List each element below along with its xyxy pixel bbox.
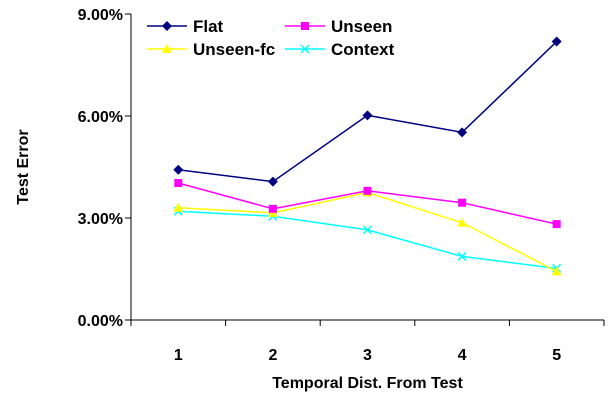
y-axis-title: Test Error — [15, 129, 32, 204]
x-axis-title: Temporal Dist. From Test — [272, 375, 463, 392]
legend-label: Flat — [193, 17, 224, 36]
x-tick-label: 4 — [458, 347, 467, 364]
legend-marker — [162, 44, 172, 53]
x-tick-label: 5 — [552, 347, 561, 364]
data-point — [552, 220, 561, 229]
legend-item-flat: Flat — [147, 17, 224, 36]
series-layer — [173, 36, 562, 276]
data-point — [173, 202, 184, 212]
data-point — [362, 225, 373, 235]
axes — [130, 14, 604, 321]
y-tick-label: 6.00% — [78, 109, 123, 126]
data-point — [267, 176, 278, 187]
data-point — [458, 198, 467, 207]
y-tick-label: 9.00% — [78, 7, 123, 24]
data-point — [362, 110, 373, 121]
x-tick-label: 3 — [363, 347, 372, 364]
legend-marker — [300, 44, 310, 54]
legend-marker — [301, 22, 309, 30]
legend-item-unseen: Unseen — [285, 17, 392, 36]
legend-item-context: Context — [285, 40, 395, 59]
series-line — [178, 191, 558, 273]
series-unseen — [174, 178, 561, 229]
legend-label: Unseen-fc — [193, 40, 275, 59]
legend-label: Unseen — [331, 17, 392, 36]
series-line — [178, 210, 557, 270]
legend-item-unseen-fc: Unseen-fc — [147, 40, 275, 59]
data-point — [457, 127, 468, 138]
x-tick-label: 1 — [174, 347, 183, 364]
series-context — [173, 206, 562, 273]
data-point — [457, 251, 467, 261]
data-point — [551, 266, 562, 276]
data-point — [363, 186, 372, 195]
series-flat — [173, 36, 562, 187]
y-ticks: 0.00% 3.00% 6.00% 9.00% — [78, 7, 131, 330]
legend-label: Context — [331, 40, 395, 59]
legend: Flat Unseen Unseen-fc Context — [147, 17, 395, 59]
data-point — [551, 36, 562, 47]
y-tick-label: 3.00% — [78, 211, 123, 228]
data-point — [457, 217, 468, 227]
data-point — [173, 164, 184, 175]
data-point — [174, 178, 183, 187]
x-ticks: 1 2 3 4 5 — [130, 320, 605, 364]
data-point — [268, 204, 277, 213]
legend-marker — [162, 21, 172, 31]
x-tick-label: 2 — [268, 347, 277, 364]
y-tick-label: 0.00% — [78, 313, 123, 330]
